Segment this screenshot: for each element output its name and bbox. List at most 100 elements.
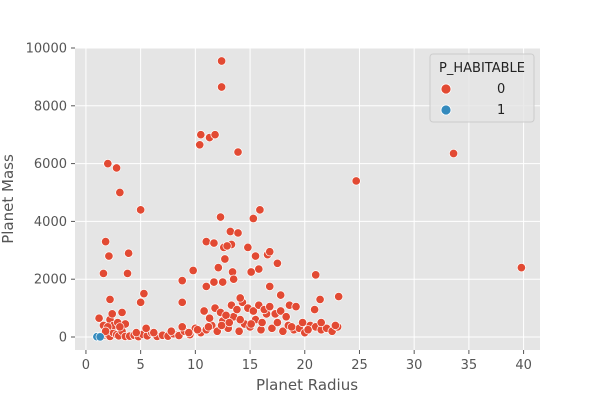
data-point-series-0	[101, 237, 111, 247]
data-point-series-0	[265, 302, 275, 312]
x-tick-label: 10	[187, 358, 204, 373]
data-point-series-0	[215, 212, 226, 222]
x-tick-label: 25	[351, 358, 368, 373]
data-point-series-0	[117, 307, 127, 317]
data-point-series-0	[209, 238, 219, 248]
data-point-series-0	[449, 148, 459, 159]
data-point-series-0	[105, 294, 115, 304]
y-tick-label: 10000	[26, 42, 67, 57]
x-tick-label: 20	[296, 358, 313, 373]
data-point-series-0	[272, 258, 282, 268]
data-point-series-0	[225, 226, 235, 237]
y-tick-label: 2000	[34, 273, 67, 288]
data-point-series-0	[516, 263, 526, 273]
data-point-series-0	[139, 289, 149, 299]
data-point-series-0	[195, 140, 205, 150]
data-point-series-0	[233, 228, 243, 238]
data-point-series-0	[177, 276, 187, 286]
data-point-series-0	[267, 323, 277, 333]
data-point-series-0	[217, 82, 227, 92]
legend-marker-1	[440, 104, 452, 116]
data-point-series-0	[107, 309, 117, 319]
data-point-series-0	[201, 281, 211, 291]
data-points	[92, 56, 526, 342]
data-point-series-0	[115, 187, 125, 198]
data-point-series-0	[298, 317, 308, 328]
gridlines	[75, 47, 540, 350]
data-point-series-1	[95, 332, 105, 342]
data-point-series-0	[104, 251, 114, 261]
data-point-series-0	[334, 291, 344, 302]
data-point-series-0	[316, 317, 326, 328]
data-point-series-0	[103, 159, 113, 169]
y-tick-label: 0	[59, 330, 67, 345]
data-point-series-0	[203, 322, 214, 332]
data-point-series-0	[278, 326, 288, 336]
data-point-series-0	[94, 313, 104, 323]
data-point-series-0	[217, 56, 227, 66]
data-point-series-0	[243, 242, 253, 252]
data-point-series-0	[276, 306, 286, 316]
data-point-series-0	[234, 326, 244, 336]
legend-marker-0	[440, 83, 452, 95]
legend-label-0: 0	[497, 82, 505, 97]
y-tick-label: 4000	[34, 215, 67, 230]
data-point-series-0	[101, 326, 111, 336]
data-point-series-0	[199, 306, 209, 316]
data-point-series-0	[141, 323, 151, 333]
data-point-series-0	[246, 267, 256, 277]
data-point-series-0	[248, 306, 258, 316]
data-point-series-0	[177, 297, 187, 307]
data-point-series-0	[177, 322, 187, 332]
data-point-series-0	[311, 270, 321, 280]
data-point-series-0	[124, 248, 134, 258]
data-point-series-0	[201, 237, 211, 247]
data-point-series-0	[188, 265, 198, 276]
data-point-series-0	[166, 326, 176, 336]
data-point-series-0	[115, 322, 125, 332]
data-point-series-0	[112, 163, 122, 173]
data-point-series-0	[217, 320, 227, 330]
x-tick-label: 40	[515, 358, 532, 373]
data-point-series-0	[209, 277, 219, 287]
data-point-series-0	[136, 297, 146, 307]
data-point-series-0	[122, 268, 133, 278]
data-point-series-0	[229, 274, 239, 284]
data-point-series-0	[98, 268, 108, 278]
legend: P_HABITABLE 0 1	[429, 53, 535, 123]
data-point-series-0	[149, 328, 159, 338]
y-tick-label: 8000	[34, 99, 67, 114]
data-point-series-0	[254, 264, 264, 274]
data-point-series-0	[351, 176, 361, 186]
x-tick-label: 5	[137, 358, 145, 373]
data-point-series-0	[213, 263, 223, 273]
x-tick-label: 0	[82, 358, 90, 373]
data-point-series-0	[315, 294, 325, 304]
data-point-series-0	[272, 317, 282, 328]
y-tick-label: 6000	[34, 157, 67, 172]
data-point-series-0	[235, 315, 245, 325]
data-point-series-0	[220, 254, 230, 264]
y-axis-title: Planet Mass	[0, 154, 17, 244]
data-point-series-0	[192, 325, 203, 335]
y-axis: 0 2000 4000 6000 8000 10000	[26, 42, 75, 345]
x-axis-title: Planet Radius	[256, 376, 358, 394]
data-point-series-0	[218, 277, 228, 287]
data-point-series-0	[224, 317, 234, 328]
data-point-series-0	[184, 328, 194, 338]
x-tick-label: 35	[461, 358, 478, 373]
data-point-series-0	[235, 293, 245, 303]
data-point-series-0	[303, 325, 313, 335]
x-axis: 0 5 10 15 20 25 30 35 40	[82, 350, 532, 373]
data-point-series-0	[246, 319, 256, 329]
data-point-series-0	[265, 247, 275, 257]
data-point-series-0	[265, 281, 275, 291]
data-point-series-0	[232, 304, 242, 315]
data-point-series-0	[310, 304, 320, 315]
data-point-series-0	[233, 147, 243, 157]
data-point-series-0	[276, 290, 286, 300]
legend-label-1: 1	[497, 103, 505, 118]
data-point-series-0	[287, 322, 297, 332]
data-point-series-0	[248, 213, 258, 224]
legend-title: P_HABITABLE	[439, 61, 525, 76]
